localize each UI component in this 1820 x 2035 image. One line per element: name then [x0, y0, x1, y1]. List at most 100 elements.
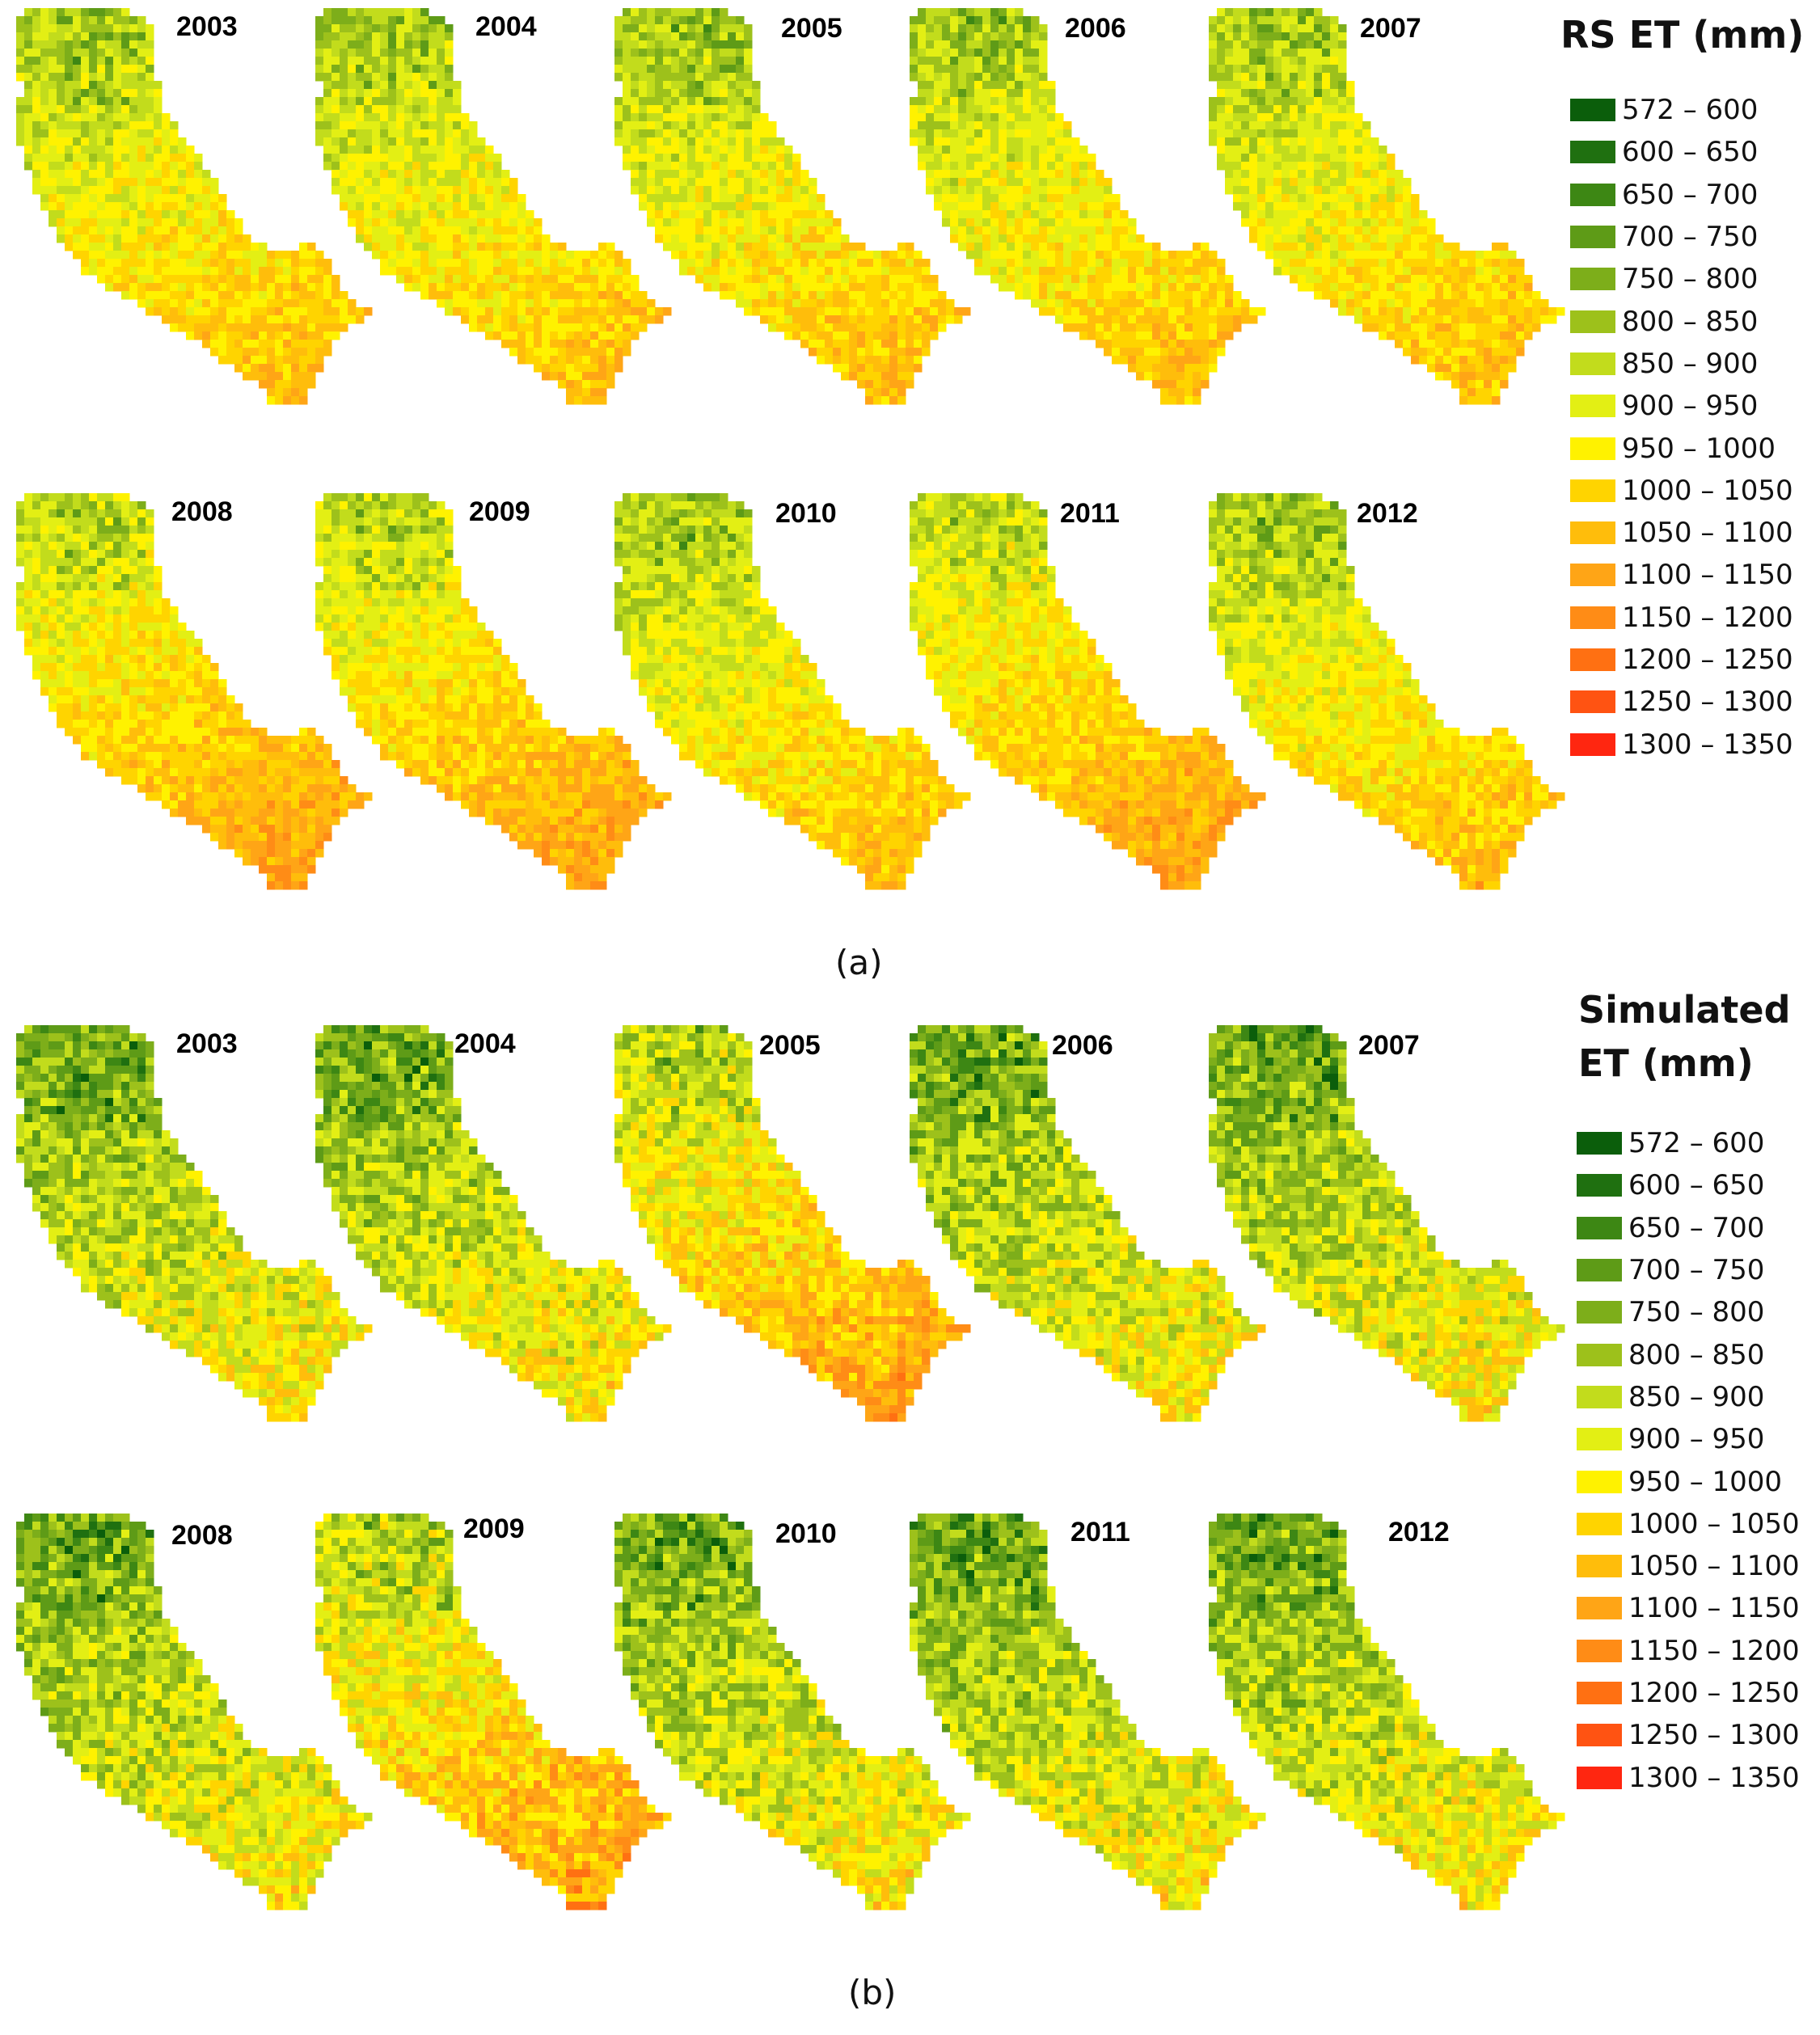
legend-label: 600 – 650 — [1622, 136, 1759, 169]
legend-label: 950 – 1000 — [1622, 432, 1776, 465]
map-rs-2008 — [0, 485, 380, 906]
legend-label: 572 – 600 — [1622, 94, 1759, 127]
legend-title-b-line2: ET (mm) — [1578, 1041, 1754, 1085]
map-sim-2009 — [299, 1505, 679, 1926]
et-raster — [1209, 1514, 1565, 1910]
legend-swatch — [1570, 268, 1615, 291]
legend-item: 700 – 750 — [1570, 216, 1793, 258]
legend-item: 572 – 600 — [1577, 1122, 1800, 1164]
map-rs-2009 — [299, 485, 679, 906]
legend-label: 600 – 650 — [1628, 1169, 1765, 1202]
et-raster — [614, 493, 971, 890]
year-label-b-2011: 2011 — [1070, 1517, 1130, 1547]
map-rs-2012 — [1193, 485, 1573, 906]
legend-swatch — [1577, 1470, 1622, 1493]
legend-item: 1200 – 1250 — [1570, 639, 1793, 681]
year-label-a-2011: 2011 — [1060, 498, 1120, 529]
legend-swatch — [1570, 183, 1615, 206]
et-raster — [315, 1025, 672, 1422]
legend-item: 1050 – 1100 — [1577, 1545, 1800, 1587]
year-label-b-2004: 2004 — [454, 1028, 516, 1059]
legend-label: 900 – 950 — [1628, 1423, 1765, 1456]
legend-item: 650 – 700 — [1570, 174, 1793, 216]
legend-swatch — [1577, 1597, 1622, 1620]
map-sim-2004 — [299, 1017, 679, 1438]
legend-label: 700 – 750 — [1628, 1254, 1765, 1287]
year-label-b-2012: 2012 — [1388, 1517, 1450, 1547]
legend-item: 1150 – 1200 — [1577, 1630, 1800, 1672]
map-rs-2010 — [598, 485, 978, 906]
legend-item: 572 – 600 — [1570, 89, 1793, 131]
legend-label: 1000 – 1050 — [1628, 1507, 1800, 1540]
year-label-b-2007: 2007 — [1358, 1030, 1420, 1061]
legend-item: 600 – 650 — [1577, 1164, 1800, 1206]
legend-label: 800 – 850 — [1622, 305, 1759, 338]
legend-item: 1150 – 1200 — [1570, 597, 1793, 639]
year-label-a-2003: 2003 — [176, 11, 238, 42]
year-label-b-2008: 2008 — [171, 1520, 233, 1551]
legend-item: 650 – 700 — [1577, 1207, 1800, 1249]
legend-swatch — [1577, 1343, 1622, 1366]
et-raster — [1209, 1025, 1565, 1422]
year-label-a-2004: 2004 — [475, 11, 537, 42]
legend-swatch — [1577, 1259, 1622, 1282]
legend-swatch — [1577, 1132, 1622, 1155]
et-raster — [910, 8, 1266, 405]
et-raster — [315, 493, 672, 890]
year-label-a-2008: 2008 — [171, 496, 233, 527]
legend-label: 650 – 700 — [1628, 1211, 1765, 1244]
legend-swatch — [1570, 479, 1615, 502]
legend-item: 1200 – 1250 — [1577, 1672, 1800, 1714]
legend-swatch — [1570, 310, 1615, 333]
legend-swatch — [1570, 648, 1615, 671]
legend-label: 1300 – 1350 — [1622, 728, 1793, 761]
legend-item: 600 – 650 — [1570, 131, 1793, 173]
legend-item: 900 – 950 — [1577, 1418, 1800, 1460]
et-raster — [1209, 493, 1565, 890]
legend-swatch — [1577, 1428, 1622, 1451]
legend-item: 1300 – 1350 — [1570, 723, 1793, 765]
legend-item: 850 – 900 — [1570, 343, 1793, 385]
legend-title-b-line1: Simulated — [1578, 988, 1791, 1032]
legend-label: 1300 – 1350 — [1628, 1761, 1800, 1794]
map-sim-2006 — [893, 1017, 1273, 1438]
et-raster — [315, 1514, 672, 1910]
legend-label: 850 – 900 — [1622, 347, 1759, 380]
year-label-a-2006: 2006 — [1065, 13, 1126, 44]
legend-label: 750 – 800 — [1622, 263, 1759, 296]
legend-item: 800 – 850 — [1577, 1333, 1800, 1375]
legend-swatch — [1577, 1216, 1622, 1239]
legend-item: 1100 – 1150 — [1570, 554, 1793, 596]
caption-a: (a) — [835, 943, 883, 982]
year-label-a-2009: 2009 — [469, 496, 530, 527]
map-rs-2005 — [598, 0, 978, 420]
legend-swatch — [1577, 1174, 1622, 1197]
map-rs-2011 — [893, 485, 1273, 906]
et-raster — [614, 1025, 971, 1422]
year-label-a-2007: 2007 — [1360, 13, 1421, 44]
legend-swatch — [1570, 690, 1615, 714]
legend-label: 1150 – 1200 — [1622, 601, 1793, 634]
map-rs-2003 — [0, 0, 380, 420]
year-label-a-2010: 2010 — [775, 498, 837, 529]
legend-label: 900 – 950 — [1622, 390, 1759, 423]
legend-label: 1100 – 1150 — [1622, 559, 1793, 592]
legend-label: 850 – 900 — [1628, 1380, 1765, 1413]
legend-label: 1200 – 1250 — [1628, 1677, 1800, 1709]
legend-swatch — [1570, 437, 1615, 460]
legend-b: 572 – 600 600 – 650 650 – 700 700 – 750 750 … — [1577, 1122, 1800, 1799]
et-raster — [910, 1514, 1266, 1910]
legend-label: 1050 – 1100 — [1622, 517, 1793, 550]
legend-title-a: RS ET (mm) — [1560, 13, 1805, 57]
legend-swatch — [1577, 1724, 1622, 1747]
map-sim-2011 — [893, 1505, 1273, 1926]
et-raster — [1209, 8, 1565, 405]
legend-swatch — [1570, 99, 1615, 122]
year-label-b-2009: 2009 — [463, 1514, 525, 1544]
map-sim-2005 — [598, 1017, 978, 1438]
et-raster — [16, 1025, 373, 1422]
legend-label: 700 – 750 — [1622, 221, 1759, 254]
year-label-a-2012: 2012 — [1357, 498, 1418, 529]
legend-item: 750 – 800 — [1577, 1291, 1800, 1333]
map-sim-2012 — [1193, 1505, 1573, 1926]
